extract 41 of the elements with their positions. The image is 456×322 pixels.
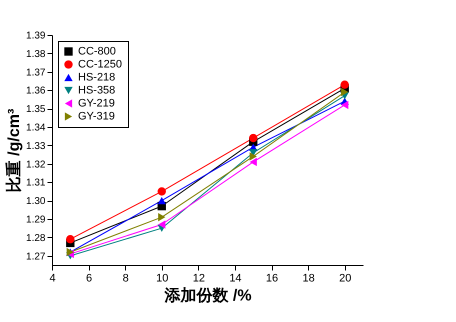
x-tick-label: 12 <box>192 272 205 284</box>
x-tick-label: 16 <box>266 272 278 284</box>
y-tick-label: 1.32 <box>26 159 46 170</box>
point <box>158 196 166 204</box>
point <box>158 187 166 196</box>
legend-label: GY-219 <box>78 98 115 110</box>
x-tick-label: 4 <box>49 272 56 284</box>
point <box>250 158 257 166</box>
x-tick-label: 8 <box>122 272 129 284</box>
point <box>158 220 166 229</box>
x-tick-label: 6 <box>86 272 92 284</box>
y-tick-label: 1.35 <box>26 104 46 116</box>
legend-label: HS-358 <box>78 84 116 96</box>
legend-label: HS-218 <box>78 72 116 84</box>
y-tick-label: 1.31 <box>26 178 46 189</box>
x-tick-label: 20 <box>339 272 352 284</box>
point <box>66 235 74 244</box>
y-tick-label: 1.28 <box>26 232 46 244</box>
y-axis-title: 比重 /g/cm³ <box>5 108 24 192</box>
y-tick-label: 1.33 <box>26 140 46 152</box>
y-tick-label: 1.34 <box>26 122 46 134</box>
legend-label: GY-319 <box>78 110 115 122</box>
legend-label: CC-800 <box>78 46 116 58</box>
point <box>341 100 348 110</box>
y-tick-label: 1.30 <box>26 196 46 208</box>
y-tick-label: 1.29 <box>26 214 46 226</box>
x-axis-title: 添加份数 /% <box>163 286 252 304</box>
y-tick-label: 1.27 <box>26 251 46 262</box>
point <box>341 88 348 96</box>
x-tick-label: 14 <box>229 272 242 284</box>
y-tick-label: 1.39 <box>26 30 46 42</box>
y-tick-label: 1.38 <box>26 48 46 60</box>
y-tick-label: 1.37 <box>26 67 46 78</box>
point <box>158 212 166 222</box>
x-tick-label: 18 <box>302 272 315 284</box>
point <box>340 80 349 89</box>
y-tick-label: 1.36 <box>26 86 46 97</box>
point <box>249 134 258 142</box>
legend-label: CC-1250 <box>78 58 122 70</box>
x-tick-label: 10 <box>156 272 168 284</box>
point <box>250 152 257 161</box>
